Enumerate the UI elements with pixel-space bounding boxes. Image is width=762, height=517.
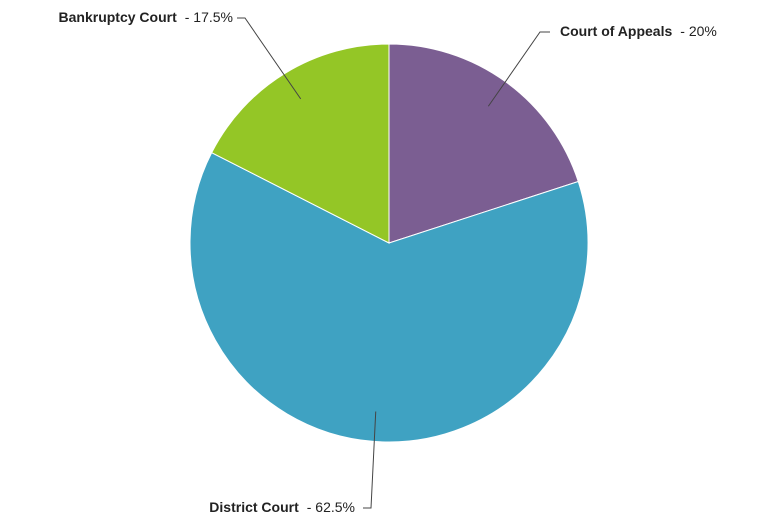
pie-slice <box>388 43 579 244</box>
pie-slice <box>211 43 390 244</box>
slice-label: Bankruptcy Court - 17.5% <box>59 9 233 25</box>
pie-slice <box>189 151 589 443</box>
slice-label: Court of Appeals - 20% <box>560 23 717 39</box>
slice-name: District Court <box>209 499 299 515</box>
slice-value: - 17.5% <box>185 9 233 25</box>
leader-line <box>237 17 302 100</box>
slice-value: - 20% <box>680 23 717 39</box>
slice-name: Bankruptcy Court <box>59 9 178 25</box>
slice-value: - 62.5% <box>307 499 355 515</box>
slice-label: District Court - 62.5% <box>209 499 355 515</box>
leader-line <box>363 411 377 509</box>
leader-line <box>487 31 550 107</box>
slice-name: Court of Appeals <box>560 23 672 39</box>
